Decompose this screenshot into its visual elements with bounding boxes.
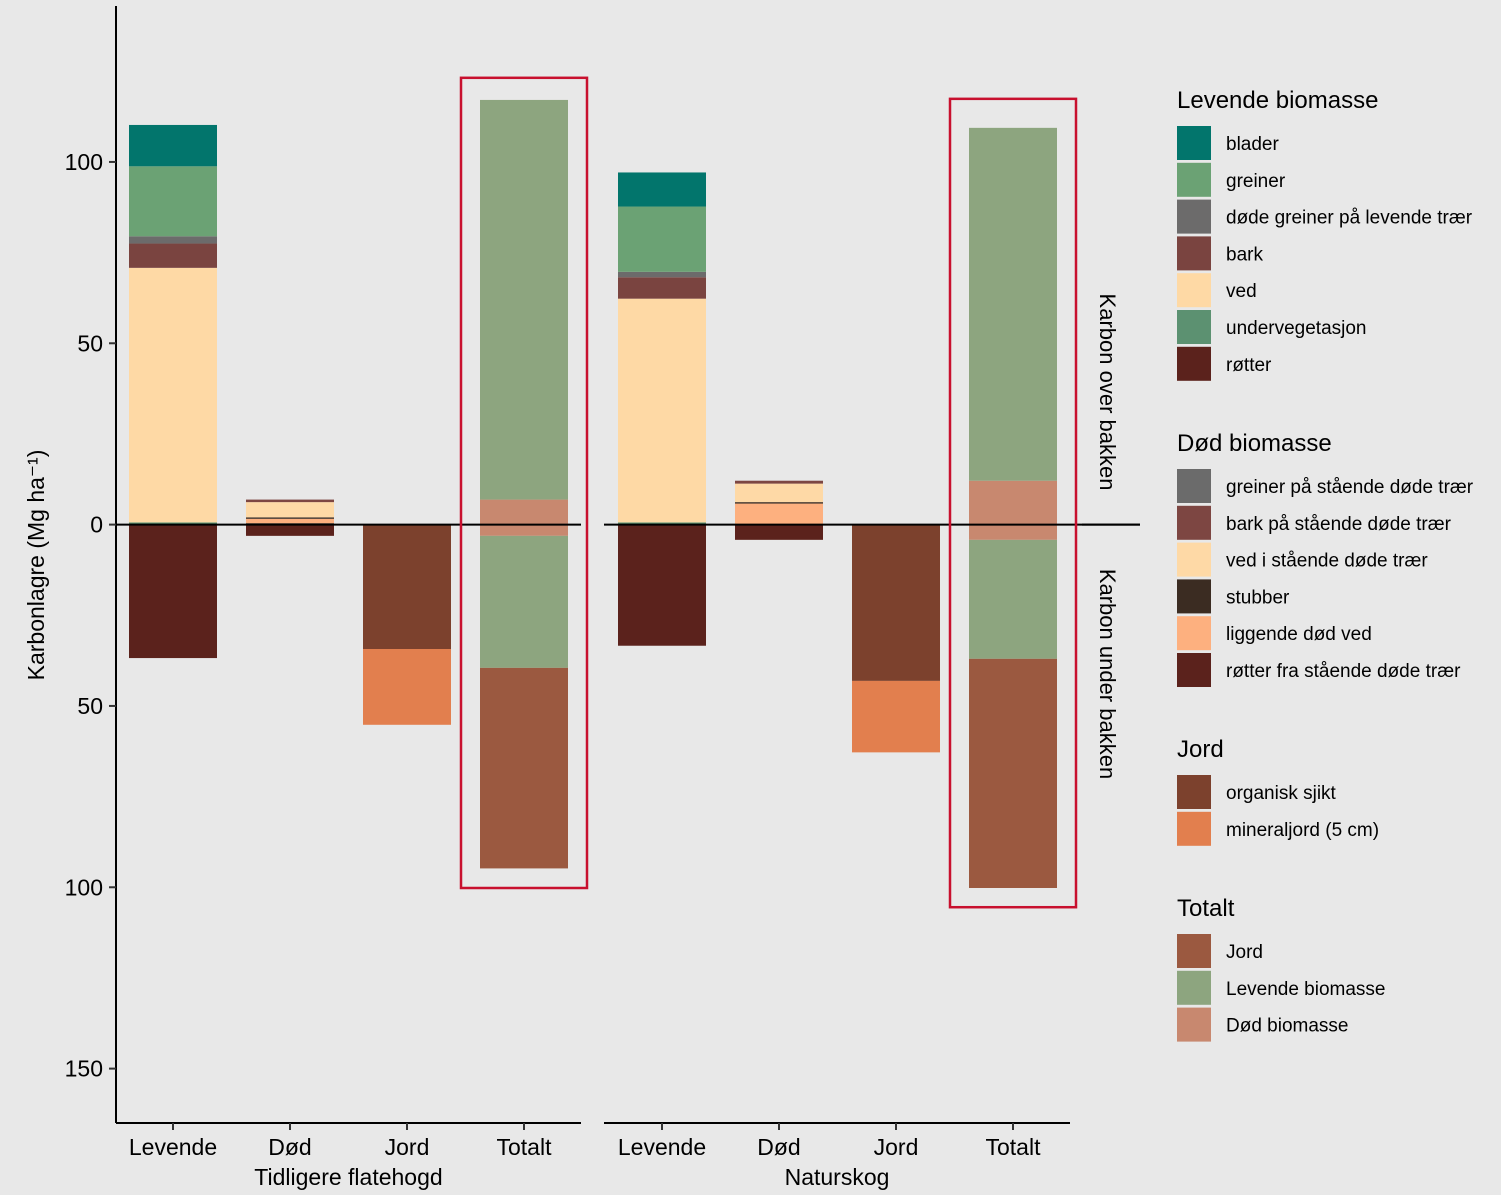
legend-key-ved_staende xyxy=(1177,542,1211,577)
bar-segment-ved_staende xyxy=(735,483,823,503)
x-tick-label: Levende xyxy=(618,1134,706,1160)
legend-key-mineral xyxy=(1177,811,1211,846)
legend-key-tot_levende xyxy=(1177,970,1211,1005)
bar-segment-tot_dod xyxy=(480,499,568,536)
bar-segment-rotter xyxy=(618,524,706,646)
legend-label: greiner xyxy=(1226,171,1286,192)
bar-segment-undervegetasjon xyxy=(618,522,706,525)
bar-segment-organisk xyxy=(852,524,940,681)
bar-segment-bark xyxy=(129,243,217,268)
bar-segment-bark_staende xyxy=(735,480,823,484)
y-tick-label: 150 xyxy=(65,1056,103,1082)
legend-label: røtter fra stående døde trær xyxy=(1226,661,1461,682)
legend-label: ved i stående døde trær xyxy=(1226,551,1428,572)
legend-key-ved xyxy=(1177,273,1211,308)
bar-segment-mineral xyxy=(852,680,940,753)
legend-label: Levende biomasse xyxy=(1226,979,1386,1000)
panel-label: Naturskog xyxy=(785,1164,890,1190)
legend-key-liggende xyxy=(1177,616,1211,651)
legend-title: Jord xyxy=(1177,736,1224,763)
bar-segment-greiner xyxy=(618,206,706,272)
bar-segment-ved xyxy=(129,267,217,523)
bar-segment-dode_greiner xyxy=(129,236,217,244)
bar-segment-blader xyxy=(129,124,217,167)
bar-segment-mineral xyxy=(363,649,451,725)
legend-key-organisk xyxy=(1177,775,1211,809)
bar-segment-stubber xyxy=(246,517,334,519)
bar-segment-ved xyxy=(618,298,706,523)
bar-segment-rotter_staende xyxy=(246,524,334,536)
totals-highlight-box xyxy=(948,97,1078,909)
annotation-below: Karbon under bakken xyxy=(1095,569,1120,779)
bar-segment-dode_greiner xyxy=(618,271,706,278)
x-tick-label: Levende xyxy=(129,1134,217,1160)
legend-label: døde greiner på levende trær xyxy=(1226,208,1473,229)
legend-key-bark_staende xyxy=(1177,505,1211,540)
x-tick-label: Totalt xyxy=(497,1134,553,1160)
bar-segment-greiner xyxy=(129,166,217,237)
y-tick-label: 100 xyxy=(65,149,103,175)
y-tick-label: 100 xyxy=(65,874,103,900)
legend-label: stubber xyxy=(1226,587,1290,608)
bar-segment-tot_levende xyxy=(480,535,568,668)
bar-segment-liggende xyxy=(246,518,334,524)
legend-label: ved xyxy=(1226,281,1257,302)
legend-key-rotter xyxy=(1177,346,1211,381)
legend-title: Levende biomasse xyxy=(1177,87,1378,114)
legend-title: Død biomasse xyxy=(1177,430,1332,457)
annotation-above: Karbon over bakken xyxy=(1095,294,1120,491)
legend-key-bark xyxy=(1177,236,1211,271)
legend-key-blader xyxy=(1177,126,1211,160)
legend-label: organisk sjikt xyxy=(1226,783,1337,804)
bar-segment-undervegetasjon xyxy=(129,522,217,525)
bar-segment-tot_levende xyxy=(969,127,1057,481)
bar-segment-organisk xyxy=(363,524,451,650)
legend-key-dode_greiner xyxy=(1177,199,1211,234)
legend-label: liggende død ved xyxy=(1226,624,1372,645)
y-axis-title: Karbonlagre (Mg ha⁻¹) xyxy=(23,450,49,681)
legend-key-undervegetasjon xyxy=(1177,310,1211,344)
bar-segment-ved_staende xyxy=(246,502,334,518)
legend-label: mineraljord (5 cm) xyxy=(1226,820,1379,841)
bar-segment-bark_staende xyxy=(246,499,334,503)
legend-label: undervegetasjon xyxy=(1226,318,1367,339)
legend-key-tot_dod xyxy=(1177,1007,1211,1042)
y-tick-label: 50 xyxy=(77,693,103,719)
legend-key-greiner_staende xyxy=(1177,469,1211,503)
totals-highlight-box xyxy=(459,76,589,890)
legend-label: blader xyxy=(1226,134,1279,155)
x-tick-label: Død xyxy=(757,1134,800,1160)
bar-segment-tot_jord xyxy=(480,667,568,869)
legend-label: Død biomasse xyxy=(1226,1016,1349,1037)
legend-key-greiner xyxy=(1177,162,1211,197)
x-tick-label: Jord xyxy=(874,1134,919,1160)
legend-label: røtter xyxy=(1226,355,1272,376)
legend-label: greiner på stående døde trær xyxy=(1226,477,1474,498)
y-tick-label: 0 xyxy=(90,512,103,538)
x-tick-label: Død xyxy=(268,1134,311,1160)
bar-segment-tot_levende xyxy=(480,99,568,500)
legend-key-stubber xyxy=(1177,579,1211,614)
bar-segment-tot_jord xyxy=(969,658,1057,888)
legend-label: bark xyxy=(1226,244,1263,265)
bar-segment-rotter_staende xyxy=(735,524,823,540)
panel-label: Tidligere flatehogd xyxy=(254,1164,442,1190)
y-tick-label: 50 xyxy=(77,330,103,356)
bar-segment-tot_levende xyxy=(969,539,1057,659)
bar-segment-tot_dod xyxy=(969,480,1057,540)
bar-segment-stubber xyxy=(735,502,823,504)
legend-label: bark på stående døde trær xyxy=(1226,514,1452,535)
bar-segment-liggende xyxy=(735,503,823,525)
bar-segment-rotter xyxy=(129,524,217,659)
x-tick-label: Jord xyxy=(385,1134,430,1160)
legend-label: Jord xyxy=(1226,942,1263,963)
bar-segment-bark xyxy=(618,277,706,299)
legend-title: Totalt xyxy=(1177,895,1235,922)
bar-segment-blader xyxy=(618,172,706,207)
x-tick-label: Totalt xyxy=(986,1134,1042,1160)
legend-key-tot_jord xyxy=(1177,934,1211,968)
legend-key-rotter_staende xyxy=(1177,653,1211,687)
